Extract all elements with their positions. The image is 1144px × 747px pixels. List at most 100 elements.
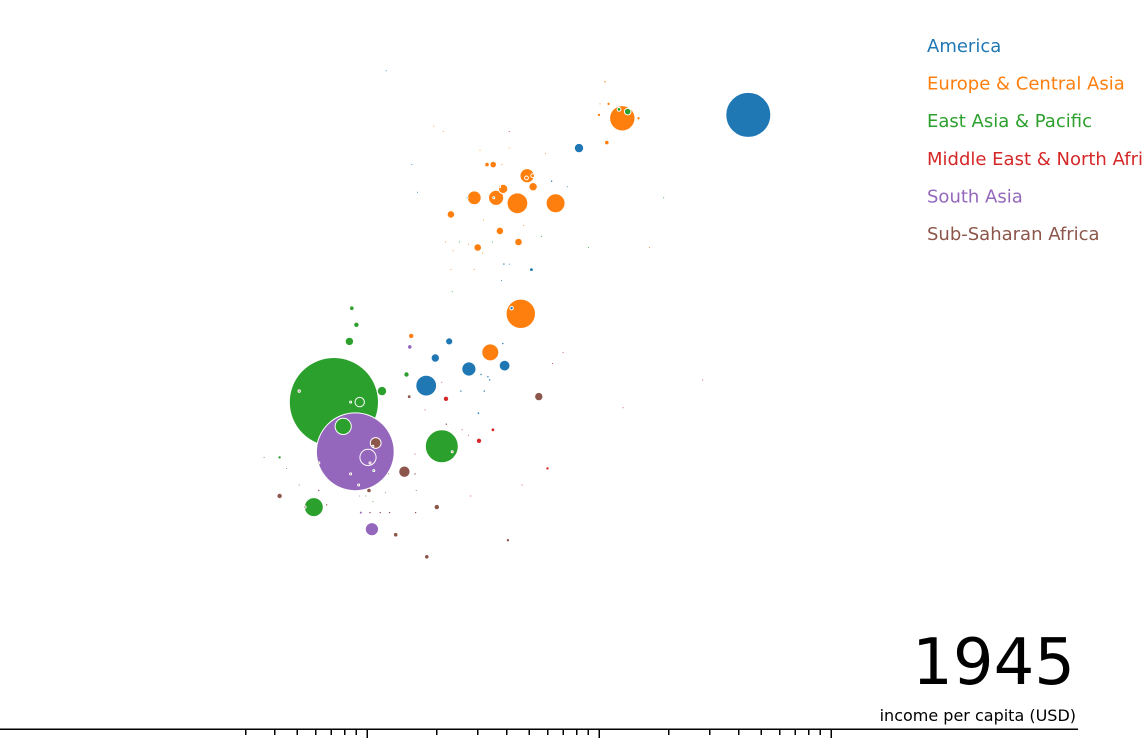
data-point[interactable] [403,371,410,378]
data-point[interactable] [701,378,705,382]
data-point[interactable] [459,389,463,393]
data-point[interactable] [445,337,454,346]
data-point[interactable] [544,152,547,156]
data-point[interactable] [490,427,496,433]
data-point[interactable] [358,494,362,498]
data-point[interactable] [550,362,554,365]
data-point[interactable] [514,237,523,247]
data-point[interactable] [433,503,440,511]
data-point[interactable] [276,492,283,500]
data-point[interactable] [384,69,388,73]
data-point[interactable] [596,112,602,118]
data-point[interactable] [408,332,415,340]
data-point[interactable] [450,450,454,454]
data-point[interactable] [561,350,565,354]
data-point[interactable] [387,472,391,476]
data-point[interactable] [317,488,321,493]
data-point[interactable] [498,359,511,372]
data-point[interactable] [725,91,772,138]
data-point[interactable] [489,160,498,169]
data-point[interactable] [621,406,625,410]
data-point[interactable] [359,448,377,466]
data-point[interactable] [349,400,353,404]
data-point[interactable] [508,262,512,266]
data-point[interactable] [505,538,511,543]
data-point[interactable] [482,389,486,393]
data-point[interactable] [371,444,375,448]
data-point[interactable] [366,487,372,494]
data-point[interactable] [303,497,324,518]
data-point[interactable] [498,185,502,189]
data-point[interactable] [441,130,445,133]
data-point[interactable] [364,522,379,537]
data-point[interactable] [315,412,395,492]
data-point[interactable] [410,163,414,167]
data-point[interactable] [529,267,534,273]
data-point[interactable] [424,429,459,464]
data-point[interactable] [565,185,569,189]
data-point[interactable] [598,102,602,106]
data-point[interactable] [492,196,496,200]
data-point[interactable] [616,107,622,112]
data-point[interactable] [545,193,566,214]
data-point[interactable] [507,146,511,150]
data-point[interactable] [285,466,288,470]
data-point[interactable] [334,417,352,435]
data-point[interactable] [467,433,471,437]
data-point[interactable] [606,101,611,107]
data-point[interactable] [368,461,372,465]
data-point[interactable] [430,353,440,363]
data-point[interactable] [376,385,388,397]
data-point[interactable] [509,306,514,311]
data-point[interactable] [262,455,266,459]
data-point[interactable] [398,465,411,478]
data-point[interactable] [530,173,536,179]
data-point[interactable] [507,130,511,133]
data-point[interactable] [353,321,360,328]
data-point[interactable] [545,466,550,471]
data-point[interactable] [451,249,455,253]
data-point[interactable] [364,494,368,498]
data-point[interactable] [520,483,524,487]
data-point[interactable] [372,469,376,473]
data-point[interactable] [476,411,481,416]
data-point[interactable] [609,105,636,132]
data-point[interactable] [392,531,399,538]
data-point[interactable] [416,190,419,194]
data-point[interactable] [349,305,355,312]
data-point[interactable] [297,483,301,487]
data-point[interactable] [461,361,477,377]
data-point[interactable] [414,489,418,492]
data-point[interactable] [371,500,375,504]
data-point[interactable] [450,290,454,294]
data-point[interactable] [604,139,610,146]
data-point[interactable] [406,394,412,400]
data-point[interactable] [500,279,503,283]
data-point[interactable] [449,268,453,272]
data-point[interactable] [540,234,543,238]
data-point[interactable] [490,240,494,244]
data-point[interactable] [534,391,544,402]
data-point[interactable] [603,80,607,84]
data-point[interactable] [446,210,456,219]
data-point[interactable] [457,240,461,244]
data-point[interactable] [354,396,365,408]
data-point[interactable] [387,510,392,515]
data-point[interactable] [482,218,486,222]
data-point[interactable] [415,374,438,397]
data-point[interactable] [424,554,430,560]
data-point[interactable] [442,395,450,402]
data-point[interactable] [486,375,490,379]
data-point[interactable] [303,505,307,509]
data-point[interactable] [488,189,505,206]
data-point[interactable] [636,116,641,121]
data-point[interactable] [423,408,427,412]
data-point[interactable] [501,341,505,346]
data-point[interactable] [505,298,536,329]
data-point[interactable] [440,380,444,384]
data-point[interactable] [349,472,353,476]
data-point[interactable] [466,190,482,206]
data-point[interactable] [444,240,447,244]
data-point[interactable] [368,510,372,515]
data-point[interactable] [524,175,529,181]
